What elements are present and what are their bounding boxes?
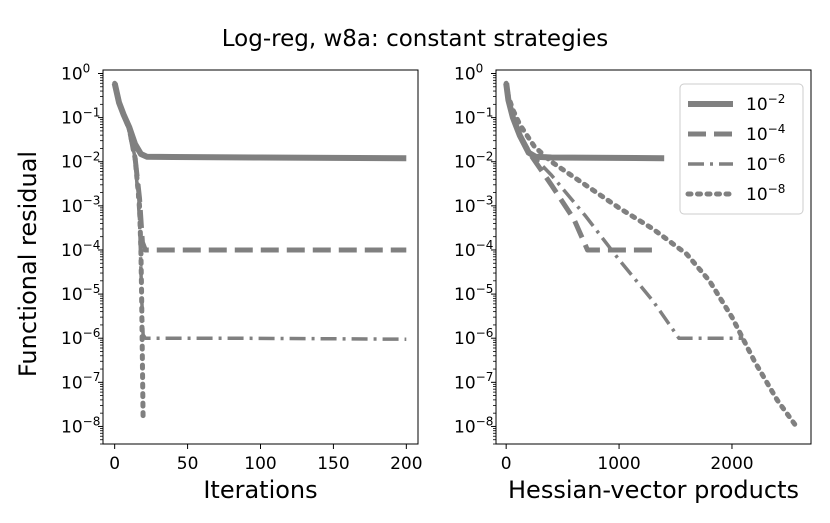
- right-y-tick-label-exponent: −4: [476, 238, 494, 252]
- left-x-tick-label: 100: [244, 454, 276, 474]
- left-panel: 0 50 100 150 20010010−110−210−310−410−510−61…: [61, 61, 423, 504]
- left-y-tick-label-exponent: −5: [83, 282, 101, 296]
- left-y-tick-label-exponent: −4: [83, 238, 101, 252]
- legend-label-solid: 10−2: [746, 92, 785, 115]
- right-y-tick-label-exponent: −5: [476, 282, 494, 296]
- left-y-tick-label: 10−5: [61, 282, 100, 305]
- right-series-group: [503, 80, 799, 429]
- left-x-tick-label: 150: [317, 454, 349, 474]
- legend-label-dashed-base: 10: [746, 125, 768, 145]
- left-y-tick-label-exponent: −6: [83, 326, 101, 340]
- legend-label-dashed-exponent: −4: [768, 122, 786, 136]
- right-y-tick-label: 10−4: [454, 238, 493, 261]
- right-x-tick-label: 1000: [597, 454, 640, 474]
- left-y-tick-label-base: 10: [61, 417, 83, 437]
- right-y-tick-label-base: 10: [454, 373, 476, 393]
- left-x-tick-label: 0: [109, 454, 120, 474]
- left-y-tick-label-exponent: −7: [83, 370, 101, 384]
- right-y-tick-label: 10−6: [454, 326, 493, 349]
- left-x-axis-label: Iterations: [203, 476, 317, 504]
- left-y-tick-label-base: 10: [61, 197, 83, 217]
- right-y-tick-label-exponent: −7: [476, 370, 494, 384]
- left-y-tick-label-base: 10: [61, 109, 83, 129]
- right-y-tick-label-exponent: 0: [476, 61, 484, 75]
- right-y-tick-label: 10−7: [454, 370, 493, 393]
- left-y-tick-label-base: 10: [61, 241, 83, 261]
- left-y-tick-label-exponent: −3: [83, 194, 101, 208]
- right-y-tick-label-base: 10: [454, 153, 476, 173]
- legend-label-solid-exponent: −2: [768, 92, 786, 106]
- left-y-tick-label-exponent: 0: [83, 61, 91, 75]
- right-y-tick-label: 10−5: [454, 282, 493, 305]
- left-series-line-solid: [111, 82, 407, 162]
- legend-label-dashdot: 10−6: [746, 152, 785, 175]
- left-series-line-dotted: [112, 80, 146, 422]
- left-y-tick-label-exponent: −8: [83, 414, 101, 428]
- left-y-tick-label: 10−3: [61, 194, 100, 217]
- right-y-tick-label: 10−2: [454, 150, 493, 173]
- right-y-tick-label-base: 10: [454, 241, 476, 261]
- right-y-tick-label-base: 10: [454, 329, 476, 349]
- left-y-tick-label-base: 10: [61, 329, 83, 349]
- right-x-tick-label: 2000: [710, 454, 753, 474]
- legend-box: [679, 83, 804, 215]
- left-y-tick-label: 10−2: [61, 150, 100, 173]
- right-panel: 0 1000 200010010−110−210−310−410−510−610−7…: [454, 61, 812, 504]
- right-series-line-dashdot: [504, 83, 744, 340]
- left-y-tick-label: 10−4: [61, 238, 100, 261]
- right-y-tick-label-exponent: −2: [476, 150, 494, 164]
- left-y-tick-label: 10−6: [61, 326, 100, 349]
- right-y-tick-label-exponent: −1: [476, 105, 494, 119]
- left-y-tick-label-exponent: −2: [83, 150, 101, 164]
- figure-title: Log-reg, w8a: constant strategies: [222, 26, 608, 52]
- left-y-tick-label-base: 10: [61, 373, 83, 393]
- legend-label-dotted-base: 10: [746, 185, 768, 205]
- right-y-tick-label-exponent: −6: [476, 326, 494, 340]
- right-x-axis-label: Hessian-vector products: [508, 476, 799, 504]
- left-y-tick-label-base: 10: [61, 64, 83, 84]
- right-y-tick-label-exponent: −3: [476, 194, 494, 208]
- right-y-tick-label-base: 10: [454, 109, 476, 129]
- right-y-tick-label-base: 10: [454, 197, 476, 217]
- left-y-tick-label: 10−8: [61, 414, 100, 437]
- left-y-tick-label: 100: [61, 61, 90, 84]
- y-axis-label: Functional residual: [14, 151, 42, 377]
- left-x-tick-label: 50: [177, 454, 199, 474]
- left-x-tick-label: 200: [390, 454, 422, 474]
- legend-label-dashed: 10−4: [746, 122, 785, 145]
- right-x-tick-label: 0: [501, 454, 512, 474]
- legend-label-dotted: 10−8: [746, 182, 785, 205]
- left-y-tick-label: 10−7: [61, 370, 100, 393]
- legend-label-dashdot-base: 10: [746, 155, 768, 175]
- left-y-tick-label-exponent: −1: [83, 105, 101, 119]
- right-y-tick-label: 100: [454, 61, 483, 84]
- left-y-tick-label: 10−1: [61, 105, 100, 128]
- right-y-tick-label-exponent: −8: [476, 414, 494, 428]
- right-y-tick-label-base: 10: [454, 417, 476, 437]
- left-series-line-dashdot: [112, 82, 407, 341]
- legend: 10−210−410−610−8: [679, 83, 804, 215]
- right-y-tick-label: 10−1: [454, 105, 493, 128]
- left-y-tick-label-base: 10: [61, 285, 83, 305]
- legend-label-dashdot-exponent: −6: [768, 152, 786, 166]
- legend-label-dotted-exponent: −8: [768, 182, 786, 196]
- right-series-line-dotted: [503, 80, 799, 429]
- right-y-tick-label: 10−8: [454, 414, 493, 437]
- left-y-tick-label-base: 10: [61, 153, 83, 173]
- right-y-tick-label-base: 10: [454, 64, 476, 84]
- left-series-group: [111, 80, 407, 422]
- right-y-tick-label: 10−3: [454, 194, 493, 217]
- right-y-tick-label-base: 10: [454, 285, 476, 305]
- legend-label-solid-base: 10: [746, 95, 768, 115]
